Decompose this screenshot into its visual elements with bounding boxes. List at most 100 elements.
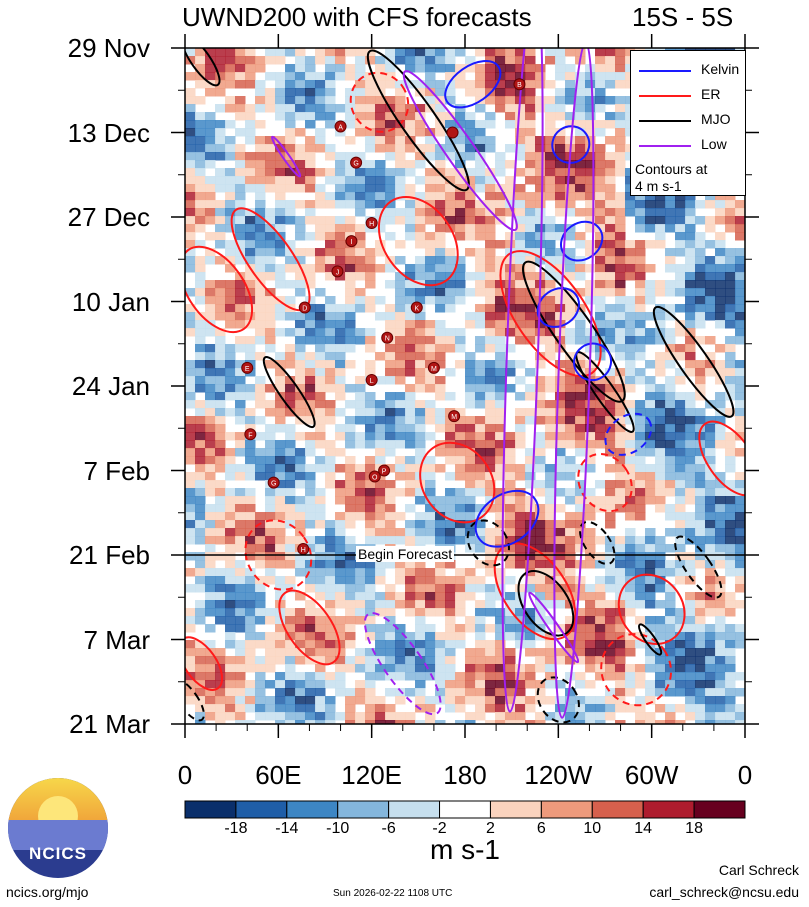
field-cell (445, 536, 456, 545)
field-cell (635, 712, 646, 721)
field-cell (585, 296, 596, 305)
field-cell (325, 296, 336, 305)
field-cell (585, 488, 596, 497)
field-cell (465, 120, 476, 129)
field-cell (615, 616, 626, 625)
field-cell (285, 208, 296, 217)
field-cell (195, 344, 206, 353)
storm-marker: E (241, 361, 254, 374)
field-cell (325, 368, 336, 377)
field-cell (685, 632, 696, 641)
field-cell (435, 80, 446, 89)
field-cell (505, 72, 516, 81)
field-cell (675, 568, 686, 577)
kelvin-contour (551, 125, 591, 164)
field-cell (255, 576, 266, 585)
field-cell (585, 104, 596, 113)
field-cell (555, 392, 566, 401)
field-cell (335, 544, 346, 553)
field-cell (405, 48, 416, 57)
field-cell (355, 488, 366, 497)
field-cell (355, 512, 366, 521)
field-cell (655, 688, 666, 697)
field-cell (495, 544, 506, 553)
field-cell (325, 248, 336, 257)
field-cell (485, 672, 496, 681)
field-cell (625, 416, 636, 425)
field-cell (445, 152, 456, 161)
field-cell (595, 296, 606, 305)
field-cell (515, 56, 526, 65)
field-cell (365, 400, 376, 409)
field-cell (435, 336, 446, 345)
field-cell (445, 80, 456, 89)
field-cell (215, 144, 226, 153)
field-cell (505, 624, 516, 633)
field-cell (615, 280, 626, 289)
field-cell (605, 568, 616, 577)
mjo-contour (652, 305, 735, 418)
field-cell (515, 376, 526, 385)
colorbar-swatch (591, 800, 644, 819)
field-cell (205, 680, 216, 689)
field-cell (255, 456, 266, 465)
field-cell (635, 368, 646, 377)
field-cell (525, 552, 536, 561)
field-cell (325, 520, 336, 529)
field-cell (245, 336, 256, 345)
field-cell (385, 584, 396, 593)
field-cell (425, 584, 436, 593)
field-cell (385, 352, 396, 361)
field-cell (285, 720, 296, 724)
field-cell (545, 520, 556, 529)
field-cell (415, 672, 426, 681)
field-cell (275, 208, 286, 217)
field-cell (395, 440, 406, 449)
field-cell (305, 648, 316, 657)
field-cell (225, 120, 236, 129)
field-cell (465, 152, 476, 161)
field-cell (635, 320, 646, 329)
field-cell (645, 584, 656, 593)
field-cell (595, 152, 606, 161)
field-cell (515, 144, 526, 153)
field-cell (445, 88, 456, 97)
field-cell (575, 704, 586, 713)
storm-marker: M (448, 410, 461, 423)
field-cell (335, 576, 346, 585)
field-cell (335, 672, 346, 681)
site-link[interactable]: ncics.org/mjo (6, 884, 89, 900)
field-cell (455, 448, 466, 457)
field-cell (735, 528, 745, 537)
field-cell (515, 152, 526, 161)
field-cell (505, 680, 516, 689)
field-cell (605, 480, 616, 489)
field-cell (615, 160, 626, 169)
field-cell (395, 536, 406, 545)
field-cell (685, 656, 696, 665)
field-cell (385, 672, 396, 681)
author-email[interactable]: carl_schreck@ncsu.edu (649, 884, 799, 900)
ncics-logo[interactable]: NCICS (8, 778, 108, 878)
field-cell (655, 392, 666, 401)
field-cell (605, 72, 616, 81)
field-cell (275, 144, 286, 153)
field-cell (465, 664, 476, 673)
field-cell (435, 496, 446, 505)
storm-icon (368, 470, 381, 483)
field-cell (205, 552, 216, 561)
field-cell (235, 584, 246, 593)
colorbar-swatch (642, 800, 695, 819)
field-cell (345, 472, 356, 481)
field-cell (385, 48, 396, 57)
field-cell (715, 512, 726, 521)
field-cell (675, 520, 686, 529)
field-cell (405, 280, 416, 289)
field-cell (485, 232, 496, 241)
field-cell (505, 56, 516, 65)
field-cell (665, 376, 676, 385)
field-cell (625, 632, 636, 641)
field-cell (735, 280, 745, 289)
field-cell (635, 376, 646, 385)
field-cell (545, 592, 556, 601)
